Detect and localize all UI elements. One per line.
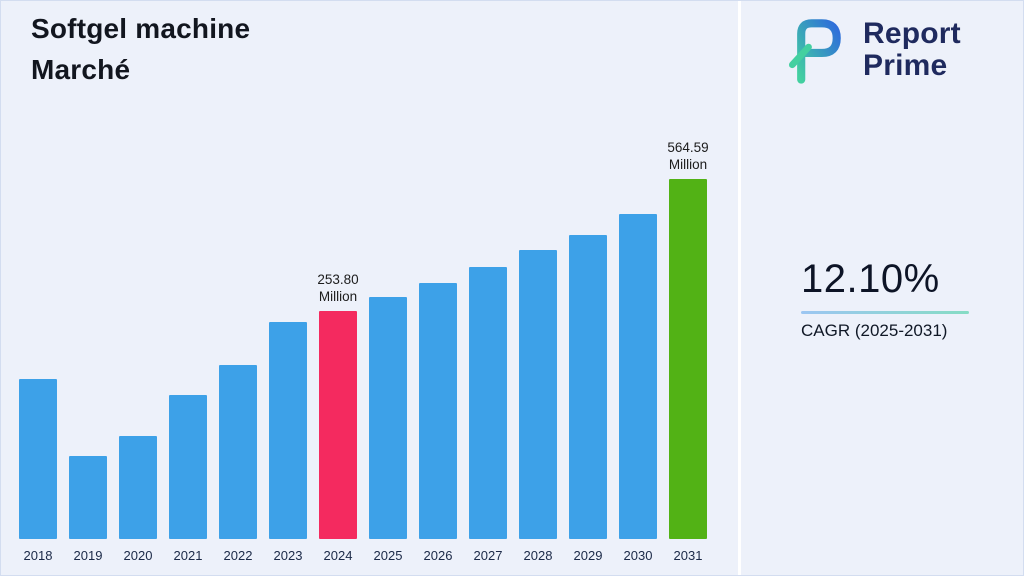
bar-column: 2026 xyxy=(419,283,457,563)
bar-column: 2019 xyxy=(69,456,107,563)
bar-2020 xyxy=(119,436,157,539)
x-tick-label: 2025 xyxy=(373,548,403,563)
x-tick-label: 2021 xyxy=(173,548,203,563)
bar-column: 2022 xyxy=(219,365,257,563)
chart-panel: Softgel machine Marché 2018 2019 2020 2021 20… xyxy=(1,1,738,575)
bar-2021 xyxy=(169,395,207,539)
cagr-underline xyxy=(801,311,969,314)
bar-column: 2028 xyxy=(519,250,557,563)
cagr-label: CAGR (2025-2031) xyxy=(801,321,948,340)
x-tick-label: 2020 xyxy=(123,548,153,563)
logo-text: Report Prime xyxy=(863,16,961,83)
logo-text-bottom: Prime xyxy=(863,49,948,82)
bar-2031 xyxy=(669,179,707,539)
cagr-value: 12.10% xyxy=(801,257,940,301)
x-tick-label: 2024 xyxy=(323,548,353,563)
x-tick-label: 2022 xyxy=(223,548,253,563)
page-title-line2: Marché xyxy=(31,53,131,85)
bar-2025 xyxy=(369,297,407,539)
bar-column: 2023 xyxy=(269,322,307,563)
bar-column: 2030 xyxy=(619,214,657,563)
bar-column: 2020 xyxy=(119,436,157,563)
bar-column: 2025 xyxy=(369,297,407,563)
bar-2027 xyxy=(469,267,507,539)
bar-2018 xyxy=(19,379,57,539)
x-tick-label: 2023 xyxy=(273,548,303,563)
x-tick-label: 2018 xyxy=(23,548,53,563)
bar-2026 xyxy=(419,283,457,539)
logo-text-top: Report xyxy=(863,16,961,50)
x-tick-label: 2029 xyxy=(573,548,603,563)
bar-value-label: 564.59 Million xyxy=(667,140,709,173)
x-tick-label: 2030 xyxy=(623,548,653,563)
bar-column: 2027 xyxy=(469,267,507,563)
bar-column: 253.80 Million 2024 xyxy=(317,272,359,563)
bar-column: 2021 xyxy=(169,395,207,563)
cagr-block: 12.10% CAGR (2025-2031) xyxy=(801,257,969,341)
x-tick-label: 2031 xyxy=(673,548,703,563)
bar-2024 xyxy=(319,311,357,539)
bar-value-label: 253.80 Million xyxy=(317,272,359,305)
bar-2029 xyxy=(569,235,607,539)
bar-2030 xyxy=(619,214,657,539)
bar-column: 2018 xyxy=(19,379,57,563)
x-tick-label: 2027 xyxy=(473,548,503,563)
page-title-line1: Softgel machine xyxy=(31,13,251,44)
x-tick-label: 2026 xyxy=(423,548,453,563)
report-prime-logo-icon xyxy=(788,19,841,84)
report-prime-logo: Report Prime xyxy=(779,13,961,87)
bar-column: 2029 xyxy=(569,235,607,563)
x-tick-label: 2028 xyxy=(523,548,553,563)
bar-2019 xyxy=(69,456,107,539)
bar-2028 xyxy=(519,250,557,539)
page-title: Softgel machine Marché xyxy=(31,9,250,90)
x-tick-label: 2019 xyxy=(73,548,103,563)
side-panel: Report Prime 12.10% CAGR (2025-2031) xyxy=(741,1,1023,575)
bar-chart: 2018 2019 2020 2021 2022 2023 253.80 Million 20… xyxy=(19,140,709,563)
bar-2022 xyxy=(219,365,257,539)
bar-2023 xyxy=(269,322,307,539)
panel-divider xyxy=(738,1,741,575)
bar-column: 564.59 Million 2031 xyxy=(667,140,709,563)
